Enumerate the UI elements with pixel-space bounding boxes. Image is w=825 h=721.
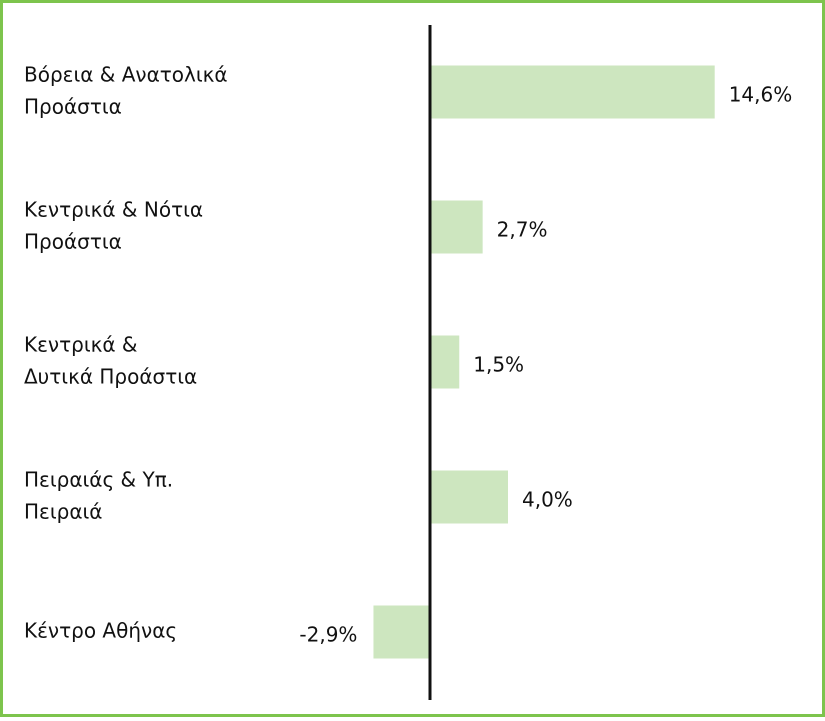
y-tick-label: Κεντρικά & Νότια (24, 198, 203, 222)
value-label: -2,9% (299, 623, 357, 647)
bar (430, 335, 460, 389)
bar (430, 65, 715, 119)
value-label: 1,5% (473, 353, 524, 377)
y-tick-label: Βόρεια & Ανατολικά (24, 63, 228, 87)
y-tick-label: Πειραιά (24, 500, 102, 524)
y-tick-label: Δυτικά Προάστια (24, 365, 197, 389)
bar (430, 200, 483, 254)
y-tick-label: Προάστια (24, 230, 122, 254)
y-tick-label: Πειραιάς & Υπ. (24, 468, 173, 492)
y-tick-label: Κέντρο Αθήνας (24, 619, 177, 643)
y-tick-label: Προάστια (24, 95, 122, 119)
y-tick-label: Κεντρικά & (24, 333, 138, 357)
bar (373, 605, 430, 659)
value-label: 2,7% (497, 218, 548, 242)
value-label: 14,6% (729, 83, 793, 107)
bar (430, 470, 508, 524)
value-label: 4,0% (522, 488, 573, 512)
